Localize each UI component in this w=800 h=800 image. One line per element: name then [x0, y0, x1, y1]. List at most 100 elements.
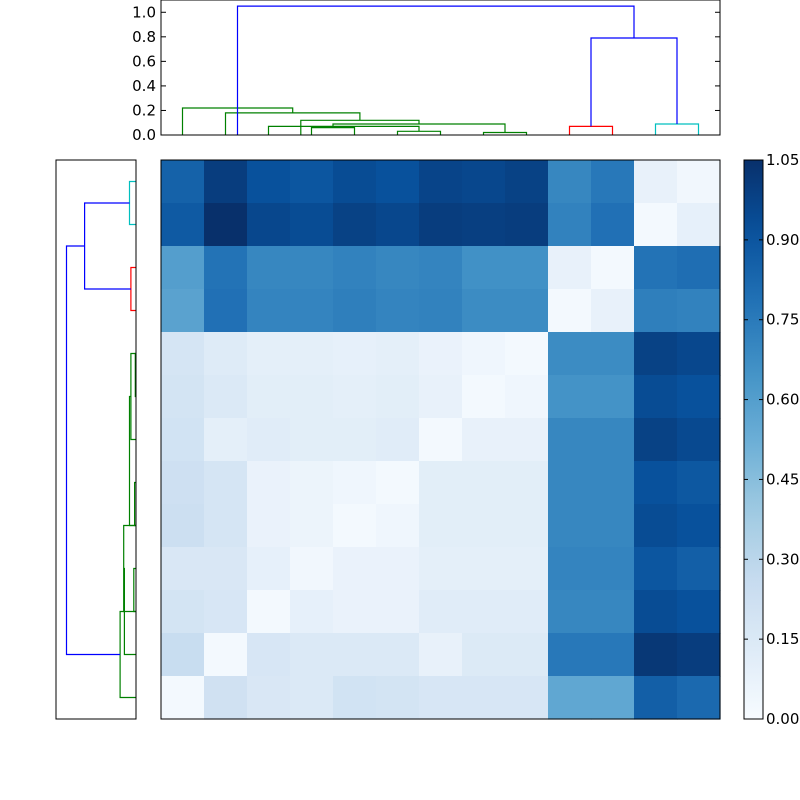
heatmap-cell-9-9 [548, 547, 592, 591]
heatmap-cell-5-2 [247, 375, 291, 419]
heatmap-cell-5-3 [290, 375, 334, 419]
heatmap-cell-11-9 [548, 633, 592, 677]
heatmap-cell-8-11 [634, 504, 678, 548]
heatmap-cell-6-11 [634, 418, 678, 462]
heatmap-cell-2-4 [333, 246, 377, 290]
heatmap-cell-9-11 [634, 547, 678, 591]
top-dendrogram-link-3 [310, 127, 356, 135]
heatmap-cell-1-2 [247, 203, 291, 247]
heatmap-cell-7-2 [247, 461, 291, 505]
heatmap-cell-0-2 [247, 160, 291, 204]
heatmap-cell-8-5 [376, 504, 420, 548]
top-ytick-label-3: 0.6 [132, 52, 156, 70]
heatmap-cell-1-3 [290, 203, 334, 247]
heatmap-cell-5-1 [204, 375, 248, 419]
heatmap-cell-2-6 [419, 246, 463, 290]
heatmap-cell-5-12 [677, 375, 721, 419]
heatmap-cell-10-6 [419, 590, 463, 634]
heatmap-cell-7-0 [161, 461, 205, 505]
heatmap-cell-7-8 [505, 461, 549, 505]
heatmap-cell-1-12 [677, 203, 721, 247]
heatmap-cell-11-1 [204, 633, 248, 677]
heatmap-cell-11-0 [161, 633, 205, 677]
heatmap-cell-2-5 [376, 246, 420, 290]
heatmap-cell-2-0 [161, 246, 205, 290]
heatmap-cell-7-7 [462, 461, 506, 505]
top-ytick-label-1: 0.2 [132, 101, 156, 119]
heatmap-cell-4-12 [677, 332, 721, 376]
heatmap-cell-2-8 [505, 246, 549, 290]
heatmap-cell-10-12 [677, 590, 721, 634]
heatmap-cell-4-5 [376, 332, 420, 376]
heatmap-cell-11-7 [462, 633, 506, 677]
heatmap-cell-9-6 [419, 547, 463, 591]
heatmap-cell-4-4 [333, 332, 377, 376]
heatmap-cell-9-7 [462, 547, 506, 591]
heatmap-cell-10-8 [505, 590, 549, 634]
heatmap-cell-0-11 [634, 160, 678, 204]
heatmap-cell-4-10 [591, 332, 635, 376]
heatmap-cell-7-5 [376, 461, 420, 505]
heatmap-cell-3-6 [419, 289, 463, 333]
heatmap-cell-8-4 [333, 504, 377, 548]
top-dendrogram-link-1 [654, 123, 700, 135]
heatmap-cell-3-0 [161, 289, 205, 333]
heatmap-cell-9-10 [591, 547, 635, 591]
heatmap-cell-12-10 [591, 676, 635, 720]
heatmap-cell-12-2 [247, 676, 291, 720]
heatmap-cell-7-1 [204, 461, 248, 505]
top-ytick-label-0: 0.0 [132, 126, 156, 144]
colorbar: 0.00 0.15 0.30 0.45 0.60 0.75 0.90 1.05 [743, 151, 799, 728]
heatmap-cell-12-4 [333, 676, 377, 720]
heatmap-cell-10-1 [204, 590, 248, 634]
heatmap-cell-6-3 [290, 418, 334, 462]
top-dendrogram-link-0 [568, 125, 614, 135]
heatmap-cell-2-2 [247, 246, 291, 290]
heatmap-cell-6-8 [505, 418, 549, 462]
heatmap-cell-12-11 [634, 676, 678, 720]
colorbar-tick-label-6: 0.90 [766, 231, 799, 249]
heatmap-cell-8-12 [677, 504, 721, 548]
heatmap-cell-0-9 [548, 160, 592, 204]
top-ytick-label-2: 0.4 [132, 77, 156, 95]
heatmap-cell-6-12 [677, 418, 721, 462]
heatmap-cell-12-7 [462, 676, 506, 720]
heatmap-cell-12-5 [376, 676, 420, 720]
heatmap-cell-0-5 [376, 160, 420, 204]
colorbar-tick-label-5: 0.75 [766, 311, 799, 329]
left-dendrogram-link-0 [128, 180, 136, 226]
heatmap-cell-2-10 [591, 246, 635, 290]
heatmap-cell-9-8 [505, 547, 549, 591]
heatmap-cell-10-3 [290, 590, 334, 634]
heatmap-cell-8-2 [247, 504, 291, 548]
heatmap-cell-12-12 [677, 676, 721, 720]
heatmap-cell-0-10 [591, 160, 635, 204]
left-dendrogram-frame [55, 159, 137, 720]
heatmap-cell-3-4 [333, 289, 377, 333]
heatmap-cell-8-1 [204, 504, 248, 548]
colorbar-tick-label-0: 0.00 [766, 710, 799, 728]
heatmap-cell-0-6 [419, 160, 463, 204]
top-dendrogram-frame [160, 0, 721, 136]
heatmap-cell-4-0 [161, 332, 205, 376]
heatmap-cell-4-6 [419, 332, 463, 376]
top-dendrogram-link-5 [267, 125, 420, 135]
heatmap-cell-9-2 [247, 547, 291, 591]
heatmap-cell-6-6 [419, 418, 463, 462]
heatmap-cell-2-11 [634, 246, 678, 290]
heatmap-cell-1-1 [204, 203, 248, 247]
heatmap-cell-5-5 [376, 375, 420, 419]
heatmap-cell-8-3 [290, 504, 334, 548]
heatmap-cell-9-5 [376, 547, 420, 591]
heatmap-cell-3-3 [290, 289, 334, 333]
heatmap-cell-6-0 [161, 418, 205, 462]
heatmap [160, 159, 721, 720]
heatmap-cell-0-4 [333, 160, 377, 204]
colorbar-tick-label-4: 0.60 [766, 391, 799, 409]
heatmap-cell-5-7 [462, 375, 506, 419]
heatmap-cell-0-1 [204, 160, 248, 204]
heatmap-cell-9-12 [677, 547, 721, 591]
colorbar-frame [743, 159, 764, 720]
heatmap-cell-0-7 [462, 160, 506, 204]
